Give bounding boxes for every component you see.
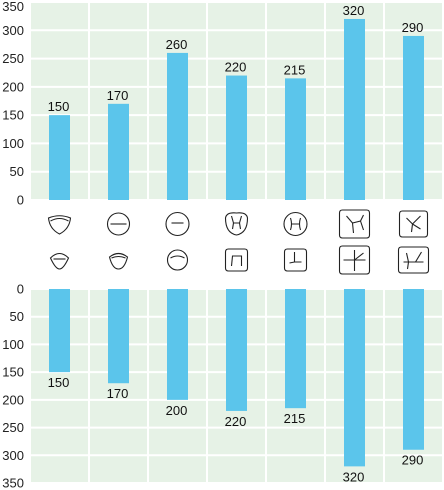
occlusal-outline-incisor-1-icon [47,215,72,235]
bar [403,35,424,200]
occlusal-outline-incisor-2-icon [106,212,131,236]
bar [285,289,306,409]
y-tick-label: 350 [2,476,24,490]
occlusal-outline-canine-icon [165,212,190,236]
y-tick-label: 200 [2,79,24,94]
bar [108,289,129,384]
occlusal-outline-lower-premolar-2-icon [283,248,308,272]
occlusal-outline-lower-incisor-1-icon [49,252,70,270]
data-label: 290 [402,20,424,35]
y-tick-label: 200 [2,392,24,407]
bar [226,289,247,411]
bar [226,75,247,200]
data-label: 150 [48,375,70,390]
bottom-chart-panel: 0 50 100 150 200 250 300 350 150 170 200 220 215 320 2… [2,282,444,490]
y-tick-label: 50 [10,164,24,179]
data-label: 215 [284,411,306,426]
tooth-icons-band [47,209,430,275]
y-tick-label: 100 [2,337,24,352]
data-label: 150 [48,99,70,114]
occlusal-outline-lower-premolar-1-icon [224,248,249,272]
data-label: 320 [343,469,365,484]
data-label: 200 [166,403,188,418]
y-tick-label: 300 [2,448,24,463]
y-tick-label: 250 [2,420,24,435]
occlusal-outline-molar-1-icon [338,209,371,239]
bar [108,103,129,200]
y-tick-label: 250 [2,51,24,66]
y-tick-label: 150 [2,365,24,380]
occlusal-outline-lower-molar-2-icon [397,246,430,274]
occlusal-outline-lower-molar-1-icon [338,245,371,275]
bar [403,289,424,450]
occlusal-outline-premolar-2-icon [283,212,308,236]
data-label: 260 [166,37,188,52]
occlusal-outline-premolar-1-icon [224,212,249,236]
occlusal-outline-molar-2-icon [398,210,429,238]
data-label: 220 [225,414,247,429]
data-label: 220 [225,60,247,75]
occlusal-outline-lower-incisor-2-icon [108,252,129,270]
y-tick-label: 100 [2,136,24,151]
occlusal-outline-lower-canine-icon [166,249,189,271]
y-tick-label: 150 [2,108,24,123]
data-label: 170 [107,386,129,401]
bar [285,78,306,200]
y-tick-label: 300 [2,23,24,38]
top-chart-panel: 0 50 100 150 200 250 300 350 150 170 260 220 215 320 2… [2,0,444,208]
bar [344,18,365,200]
data-label: 320 [343,3,365,18]
y-tick-label: 350 [2,0,24,14]
bar [49,115,70,200]
bar [49,289,70,373]
bar [167,289,188,400]
data-label: 290 [402,453,424,468]
bar [167,52,188,200]
y-tick-label: 0 [17,282,24,297]
bar [344,289,365,467]
y-tick-label: 50 [10,309,24,324]
data-label: 215 [284,62,306,77]
y-tick-label: 0 [17,193,24,208]
data-label: 170 [107,88,129,103]
